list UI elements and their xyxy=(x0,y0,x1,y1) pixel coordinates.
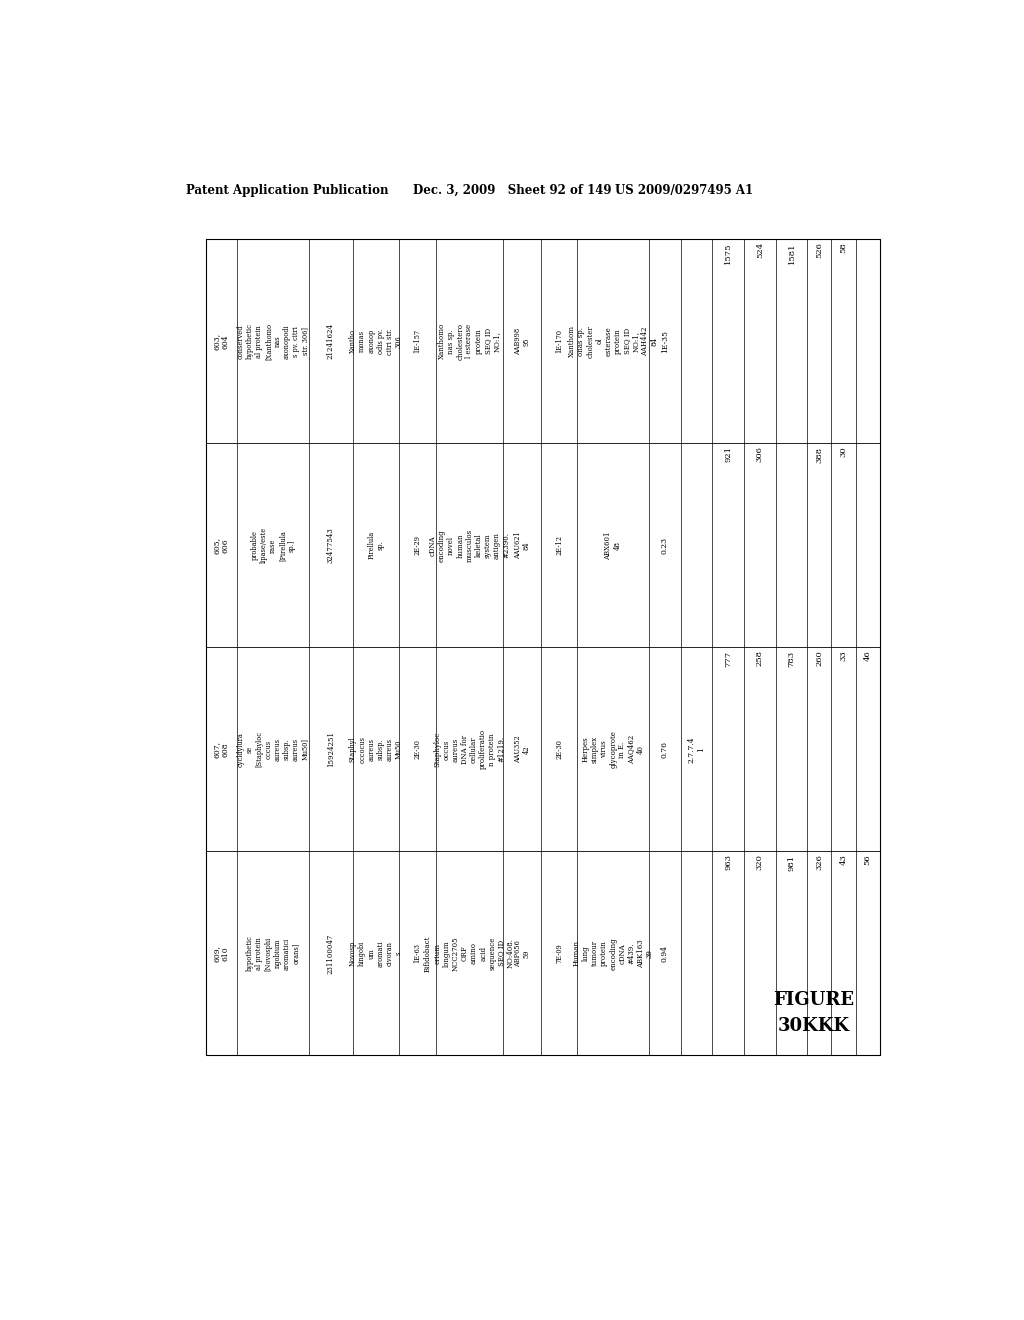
Text: 56: 56 xyxy=(863,854,871,865)
Text: hypothetic
al protein
[Novosphi
ngobium
aromatici
orans]: hypothetic al protein [Novosphi ngobium … xyxy=(246,936,300,972)
Text: 0.76: 0.76 xyxy=(660,741,669,758)
Text: 603,
604: 603, 604 xyxy=(213,333,230,350)
Text: 2E-12: 2E-12 xyxy=(555,536,563,556)
Text: Bifidobact
erium
longum
NCC2705
ORF
amino
acid
sequence
SEQ ID
NO:408.: Bifidobact erium longum NCC2705 ORF amin… xyxy=(424,936,515,972)
Text: 526: 526 xyxy=(815,243,823,259)
Text: 921: 921 xyxy=(724,446,732,462)
Text: 1581: 1581 xyxy=(787,243,796,264)
Text: probable
lipase/este
rase
[Pirellula
sp.]: probable lipase/este rase [Pirellula sp.… xyxy=(251,527,295,564)
Text: 7E-09: 7E-09 xyxy=(555,944,563,964)
Text: AAU352
42: AAU352 42 xyxy=(514,735,530,763)
Text: 258: 258 xyxy=(756,651,764,667)
Text: Human
lung
tumour
protein
encoding
cDNA
#439.
ABK163
39: Human lung tumour protein encoding cDNA … xyxy=(572,937,654,970)
Text: 21241624: 21241624 xyxy=(327,323,335,359)
Text: AAB998
95: AAB998 95 xyxy=(514,327,530,355)
Text: cycldylura
se
[Staphyloc
occus
aureus
subsp.
aureus
Mu50]: cycldylura se [Staphyloc occus aureus su… xyxy=(237,731,309,767)
Text: 2E-30: 2E-30 xyxy=(555,739,563,759)
Text: 320: 320 xyxy=(756,854,764,870)
Text: 783: 783 xyxy=(787,651,796,667)
Text: 15924251: 15924251 xyxy=(327,731,335,767)
Text: 326: 326 xyxy=(815,854,823,870)
Text: 33: 33 xyxy=(840,651,848,661)
Text: 1575: 1575 xyxy=(724,243,732,264)
Text: Xanthomo
nas sp.
cholestero
l esterase
protein
SEQ ID
NO:1,: Xanthomo nas sp. cholestero l esterase p… xyxy=(438,323,501,360)
Text: 605,
606: 605, 606 xyxy=(213,537,230,554)
Text: 43: 43 xyxy=(840,854,848,866)
Text: 524: 524 xyxy=(756,243,764,259)
Text: 1E-63: 1E-63 xyxy=(414,944,422,964)
Text: 1E-170: 1E-170 xyxy=(555,329,563,354)
Text: cDNA
encoding
novel
human
musculos
keletal
system
antigen
#2390.: cDNA encoding novel human musculos kelet… xyxy=(429,529,510,562)
Text: Dec. 3, 2009   Sheet 92 of 149: Dec. 3, 2009 Sheet 92 of 149 xyxy=(414,185,611,197)
Text: Herpes
simplex
virus
glycoprote
in E.
AAQ462
40: Herpes simplex virus glycoprote in E. AA… xyxy=(582,730,645,768)
Text: 46: 46 xyxy=(863,651,871,661)
Text: 607,
608: 607, 608 xyxy=(213,741,230,758)
Text: 0.23: 0.23 xyxy=(660,537,669,554)
Text: 777: 777 xyxy=(724,651,732,667)
Text: Staphyl
occocus
aureus
subsp.
aureus
Mu50: Staphyl occocus aureus subsp. aureus Mu5… xyxy=(349,737,403,763)
Text: 30: 30 xyxy=(840,446,848,457)
Text: 32477543: 32477543 xyxy=(327,528,335,564)
Text: conserved
hypothetic
al protein
[Xanthomo
nas
axonopodi
s pv. citri
str. 306]: conserved hypothetic al protein [Xanthom… xyxy=(237,323,309,360)
Text: 388: 388 xyxy=(815,446,823,462)
Text: 963: 963 xyxy=(724,854,732,870)
Text: FIGURE
30KKK: FIGURE 30KKK xyxy=(773,991,854,1035)
Text: Novosp
hingobi
um
aromati
civoran
s: Novosp hingobi um aromati civoran s xyxy=(349,940,403,966)
Text: US 2009/0297495 A1: US 2009/0297495 A1 xyxy=(614,185,753,197)
Text: ABX601
48: ABX601 48 xyxy=(604,531,622,560)
Text: Xantho
monas
axonop
odis pv.
citri str.
306: Xantho monas axonop odis pv. citri str. … xyxy=(349,327,403,355)
Text: Staphyloc
occus
aureus
DNA for
cellular
proliferatio
n protein
#1219.: Staphyloc occus aureus DNA for cellular … xyxy=(433,730,506,770)
Text: 2E-30: 2E-30 xyxy=(414,739,422,759)
Text: 306: 306 xyxy=(756,446,764,462)
Text: 58: 58 xyxy=(840,243,848,253)
Text: Patent Application Publication: Patent Application Publication xyxy=(186,185,389,197)
Text: 260: 260 xyxy=(815,651,823,667)
Text: 1E-157: 1E-157 xyxy=(414,329,422,354)
Text: 609,
610: 609, 610 xyxy=(213,945,230,962)
Text: 2E-29: 2E-29 xyxy=(414,536,422,556)
Text: Xanthom
onas sp.
cholester
ol
esterase
protein
SEQ ID
NO:1,
AAH442
84: Xanthom onas sp. cholester ol esterase p… xyxy=(567,325,658,358)
Text: Pirellula
sp.: Pirellula sp. xyxy=(368,531,385,560)
Text: 1E-35: 1E-35 xyxy=(660,330,669,352)
Text: 981: 981 xyxy=(787,854,796,871)
Text: 231100047: 231100047 xyxy=(327,933,335,974)
Text: 0.94: 0.94 xyxy=(660,945,669,962)
Text: ABP656
59: ABP656 59 xyxy=(514,940,530,966)
Bar xyxy=(206,239,880,1056)
Text: AAU621
84: AAU621 84 xyxy=(514,532,530,560)
Text: 2.7.7.4
1: 2.7.7.4 1 xyxy=(688,737,706,763)
